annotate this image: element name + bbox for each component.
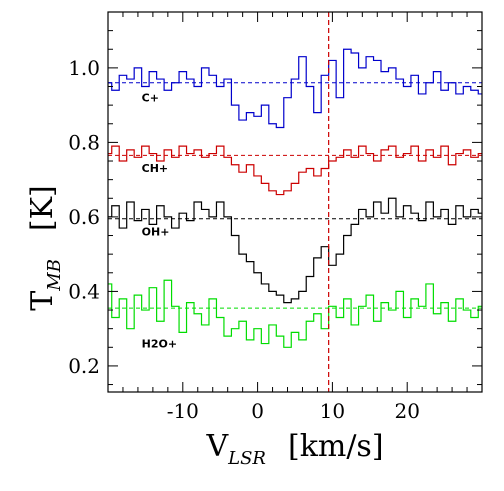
series-curve-2 xyxy=(108,197,482,304)
y-tick-label-4: 1.0 xyxy=(68,56,100,80)
baselines xyxy=(108,82,482,309)
axis-ticks xyxy=(107,11,483,392)
x-tick-label-2: 10 xyxy=(320,399,345,423)
axis-tick-labels: -10 0 10 20 0.2 0.4 0.6 0.8 1.0 xyxy=(68,56,420,423)
x-tick-label-0: -10 xyxy=(167,399,199,423)
series-label-1: CH+ xyxy=(142,162,169,175)
x-axis-label-sub: LSR xyxy=(227,448,266,469)
y-axis-label-main: T xyxy=(25,291,60,311)
series-curve-3 xyxy=(108,279,482,348)
y-tick-label-0: 0.2 xyxy=(68,354,100,378)
x-tick-label-1: 0 xyxy=(251,399,264,423)
y-axis-label-sub: MB xyxy=(44,259,65,292)
y-tick-label-2: 0.6 xyxy=(68,205,100,229)
plot-curves xyxy=(108,48,482,348)
x-tick-label-3: 20 xyxy=(394,399,419,423)
series-curve-1 xyxy=(108,145,482,196)
y-axis-label: TMB [K] xyxy=(25,185,65,311)
series-curve-0 xyxy=(108,48,482,129)
x-axis-label-unit: [km/s] xyxy=(288,429,384,464)
x-axis-label-main: V xyxy=(205,429,229,464)
y-tick-label-3: 0.8 xyxy=(68,130,100,154)
plot-frame xyxy=(107,11,483,393)
series-label-3: H2O+ xyxy=(142,337,177,350)
x-axis-label: VLSR [km/s] xyxy=(205,429,383,469)
series-label-2: OH+ xyxy=(142,226,170,239)
y-axis-label-unit: [K] xyxy=(25,185,60,231)
series-label-0: C+ xyxy=(142,91,159,104)
series-labels: C+ CH+ OH+ H2O+ xyxy=(142,91,177,350)
y-tick-label-1: 0.4 xyxy=(68,279,100,303)
